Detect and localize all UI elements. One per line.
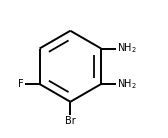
- Text: F: F: [18, 79, 24, 89]
- Text: Br: Br: [65, 116, 76, 126]
- Text: NH$_2$: NH$_2$: [117, 42, 137, 55]
- Text: NH$_2$: NH$_2$: [117, 77, 137, 91]
